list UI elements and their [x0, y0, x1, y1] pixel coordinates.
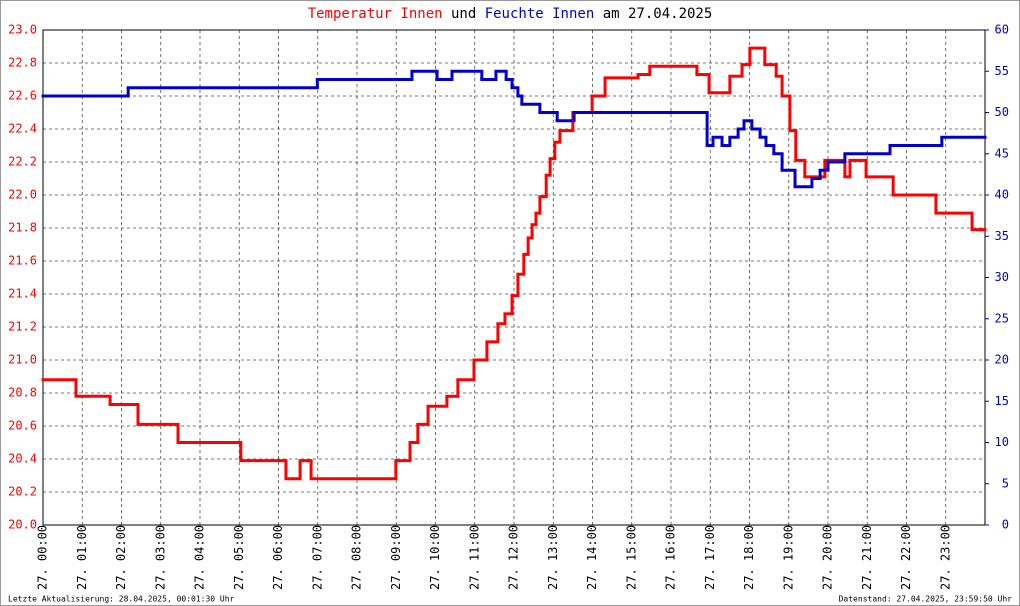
footer-right: Datenstand: 27.04.2025, 23:59:50 Uhr	[839, 595, 1013, 604]
x-tick-label: 27. 08:00	[350, 525, 364, 590]
y-tick-label: 20.6	[8, 419, 37, 433]
y2-tick-label: 60	[995, 23, 1009, 37]
x-tick-label: 27. 03:00	[153, 525, 167, 590]
x-tick-label: 27. 05:00	[232, 525, 246, 590]
y-tick-label: 20.2	[8, 485, 37, 499]
y2-tick-label: 50	[995, 105, 1009, 119]
y-tick-label: 20.8	[8, 386, 37, 400]
y-tick-label: 20.0	[8, 518, 37, 532]
x-tick-label: 27. 13:00	[546, 525, 560, 590]
y2-tick-label: 0	[1002, 518, 1009, 532]
x-tick-label: 27. 18:00	[742, 525, 756, 590]
y-tick-label: 22.0	[8, 188, 37, 202]
y2-tick-label: 35	[995, 229, 1009, 243]
x-tick-label: 27. 04:00	[193, 525, 207, 590]
x-tick-label: 27. 07:00	[310, 525, 324, 590]
y2-tick-label: 25	[995, 311, 1009, 325]
y2-tick-label: 10	[995, 435, 1009, 449]
y-tick-label: 22.6	[8, 89, 37, 103]
y2-tick-label: 55	[995, 64, 1009, 78]
y2-tick-label: 30	[995, 270, 1009, 284]
x-tick-label: 27. 10:00	[428, 525, 442, 590]
x-tick-label: 27. 11:00	[467, 525, 481, 590]
y-tick-label: 22.2	[8, 155, 37, 169]
y-tick-label: 21.2	[8, 320, 37, 334]
x-tick-label: 27. 17:00	[703, 525, 717, 590]
x-tick-label: 27. 00:00	[36, 525, 50, 590]
x-tick-label: 27. 14:00	[585, 525, 599, 590]
y2-tick-label: 45	[995, 146, 1009, 160]
y-tick-label: 23.0	[8, 23, 37, 37]
y-tick-label: 21.4	[8, 287, 37, 301]
chart-title: Temperatur Innen und Feuchte Innen am 27…	[308, 6, 713, 22]
title-part: am 27.04.2025	[594, 6, 712, 22]
x-tick-label: 27. 22:00	[899, 525, 913, 590]
x-tick-label: 27. 19:00	[781, 525, 795, 590]
title-part: Feuchte Innen	[476, 6, 594, 22]
y2-tick-label: 5	[1002, 476, 1009, 490]
title-part: Temperatur Innen	[308, 6, 443, 22]
y-tick-label: 22.4	[8, 122, 37, 136]
title-part: und	[443, 6, 477, 22]
x-tick-label: 27. 16:00	[664, 525, 678, 590]
x-tick-label: 27. 06:00	[271, 525, 285, 590]
x-tick-label: 27. 01:00	[75, 525, 89, 590]
x-tick-label: 27. 15:00	[624, 525, 638, 590]
x-tick-label: 27. 23:00	[938, 525, 952, 590]
x-tick-label: 27. 09:00	[389, 525, 403, 590]
y2-tick-label: 20	[995, 353, 1009, 367]
y-tick-label: 22.8	[8, 56, 37, 70]
y2-tick-label: 40	[995, 188, 1009, 202]
x-tick-label: 27. 20:00	[821, 525, 835, 590]
footer-left: Letzte Aktualisierung: 28.04.2025, 00:01…	[8, 595, 235, 604]
y-tick-label: 21.0	[8, 353, 37, 367]
y-tick-label: 21.6	[8, 254, 37, 268]
x-tick-label: 27. 21:00	[860, 525, 874, 590]
y-tick-label: 20.4	[8, 452, 37, 466]
y2-tick-label: 15	[995, 394, 1009, 408]
x-tick-label: 27. 12:00	[507, 525, 521, 590]
y-tick-label: 21.8	[8, 221, 37, 235]
x-tick-label: 27. 02:00	[114, 525, 128, 590]
